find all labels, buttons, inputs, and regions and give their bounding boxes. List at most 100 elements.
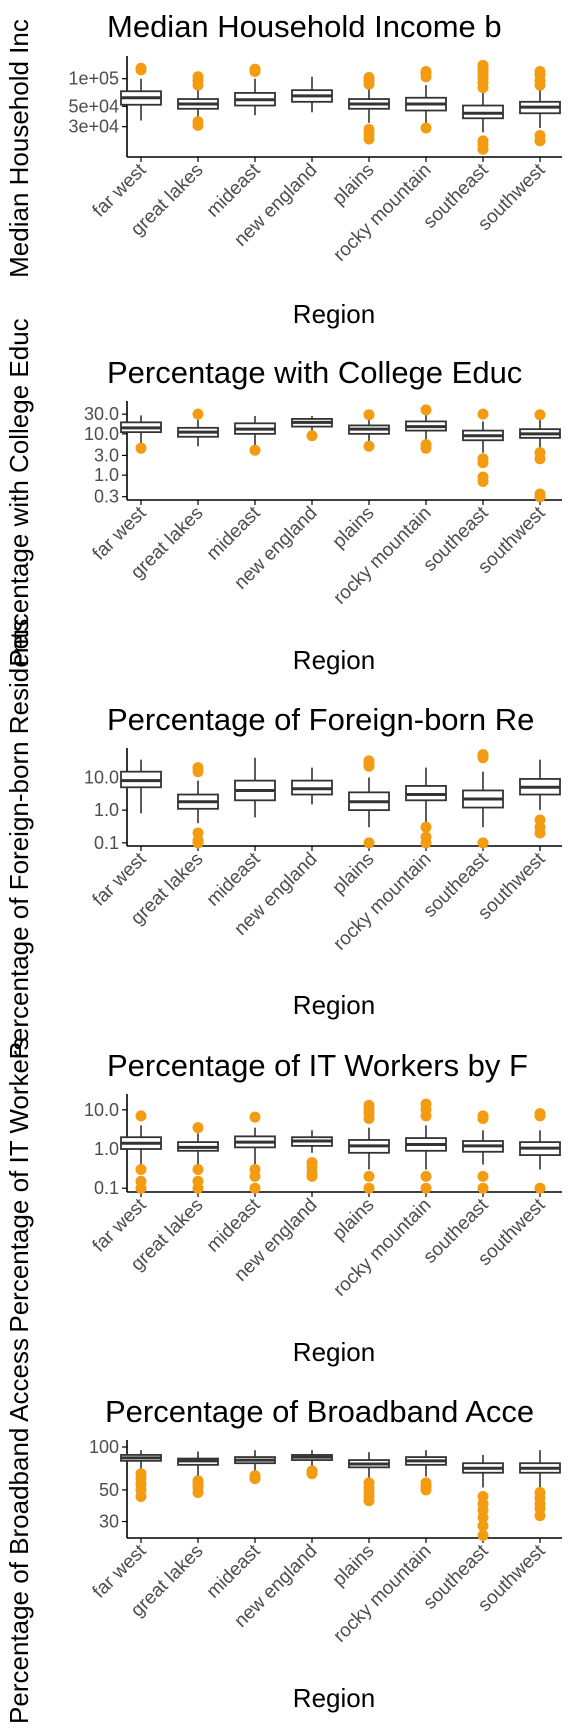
outlier-point <box>420 65 432 77</box>
outlier-point <box>249 1163 261 1175</box>
outlier-point <box>135 62 147 74</box>
outlier-point <box>363 409 375 421</box>
box-mideast <box>234 416 276 456</box>
box-far-west <box>120 1450 162 1502</box>
box-rocky-mountain <box>405 1450 447 1496</box>
y-tick-label: 1e+05 <box>68 69 119 89</box>
box-great-lakes <box>177 408 219 447</box>
outlier-point <box>363 1099 375 1111</box>
x-tick-label: plains <box>329 1541 379 1591</box>
outlier-point <box>192 1475 204 1487</box>
x-axis-label: Region <box>293 1683 375 1713</box>
chart-panel: Percentage with College Educ Percentage w… <box>4 318 562 675</box>
outlier-point <box>477 1110 489 1122</box>
outlier-point <box>534 1486 546 1498</box>
x-tick-label: plains <box>329 849 379 899</box>
chart-title: Percentage with College Educ <box>107 355 522 390</box>
outlier-point <box>420 1477 432 1489</box>
outlier-point <box>477 135 489 147</box>
outlier-point <box>363 1170 375 1182</box>
box-far-west <box>120 62 162 121</box>
chart-panel: Median Household Income b Median Househol… <box>4 9 562 329</box>
box-far-west <box>120 759 162 814</box>
box-new-england <box>291 767 333 805</box>
y-tick-label: 100 <box>89 1437 119 1457</box>
outlier-point <box>249 1470 261 1482</box>
outlier-point <box>249 63 261 75</box>
box-great-lakes <box>177 762 219 849</box>
y-axis-label: Percentage of Broadband Access <box>4 1338 34 1724</box>
outlier-point <box>477 471 489 483</box>
outlier-point <box>420 404 432 416</box>
outlier-point <box>363 72 375 84</box>
outlier-point <box>306 1157 318 1169</box>
y-axis-label: Percentage of IT Workers <box>4 1037 34 1332</box>
outlier-point <box>477 408 489 420</box>
outlier-point <box>192 1163 204 1175</box>
y-tick-label: 0.1 <box>94 833 119 853</box>
box-plains <box>348 72 390 145</box>
box-plains <box>348 1452 390 1507</box>
chart-title: Percentage of Foreign-born Re <box>107 702 534 737</box>
x-axis-label: Region <box>293 645 375 675</box>
outlier-point <box>477 453 489 465</box>
outlier-point <box>534 130 546 142</box>
box-southwest <box>519 1108 561 1194</box>
box-mideast <box>234 1111 276 1194</box>
x-tick-label: plains <box>329 503 379 553</box>
outlier-point <box>420 831 432 843</box>
outlier-point <box>135 1110 147 1122</box>
outlier-point <box>477 1520 489 1532</box>
y-tick-label: 3e+04 <box>68 117 119 137</box>
outlier-point <box>420 1170 432 1182</box>
y-tick-label: 1.0 <box>94 1139 119 1159</box>
outlier-point <box>249 444 261 456</box>
box-southwest <box>519 65 561 147</box>
outlier-point <box>477 1182 489 1194</box>
y-tick-label: 1.0 <box>94 800 119 820</box>
box-southeast <box>462 408 504 488</box>
outlier-point <box>249 1182 261 1194</box>
chart-panel: Percentage of Broadband Acce Percentage o… <box>4 1338 562 1724</box>
x-tick-label: rocky mountain <box>330 160 436 266</box>
outlier-point <box>306 430 318 442</box>
outlier-point <box>192 1175 204 1187</box>
x-tick-label: rocky mountain <box>330 1195 436 1301</box>
x-axis-label: Region <box>293 1337 375 1367</box>
outlier-point <box>135 1468 147 1480</box>
outlier-point <box>534 1108 546 1120</box>
y-axis-label: Percentage with College Educ <box>4 318 34 666</box>
box-new-england <box>291 1450 333 1480</box>
outlier-point <box>477 1529 489 1541</box>
box-southeast <box>462 59 504 155</box>
y-tick-label: 10.0 <box>84 1100 119 1120</box>
outlier-point <box>306 1465 318 1477</box>
outlier-point <box>420 439 432 451</box>
box-southeast <box>462 749 504 849</box>
x-tick-label: rocky mountain <box>330 503 436 609</box>
chart-title: Percentage of IT Workers by F <box>107 1048 528 1083</box>
outlier-point <box>192 1122 204 1134</box>
y-axis-label: Median Household Inc <box>4 19 34 278</box>
box-rocky-mountain <box>405 1098 447 1194</box>
x-axis-label: Region <box>293 299 375 329</box>
y-tick-label: 3.0 <box>94 445 119 465</box>
y-axis-label: Percentage of Foreign-born Residents <box>4 619 34 1060</box>
outlier-point <box>477 59 489 71</box>
y-tick-label: 10.0 <box>84 424 119 444</box>
outlier-point <box>192 762 204 774</box>
outlier-point <box>534 1182 546 1194</box>
outlier-point <box>420 1098 432 1110</box>
outlier-point <box>363 837 375 849</box>
outlier-point <box>477 1170 489 1182</box>
x-tick-label: plains <box>329 1195 379 1245</box>
y-tick-label: 1.0 <box>94 465 119 485</box>
box-mideast <box>234 1450 276 1485</box>
box-mideast <box>234 757 276 818</box>
outlier-point <box>477 1490 489 1502</box>
chart-title: Percentage of Broadband Acce <box>105 1394 534 1429</box>
box-rocky-mountain <box>405 404 447 454</box>
box-new-england <box>291 416 333 442</box>
